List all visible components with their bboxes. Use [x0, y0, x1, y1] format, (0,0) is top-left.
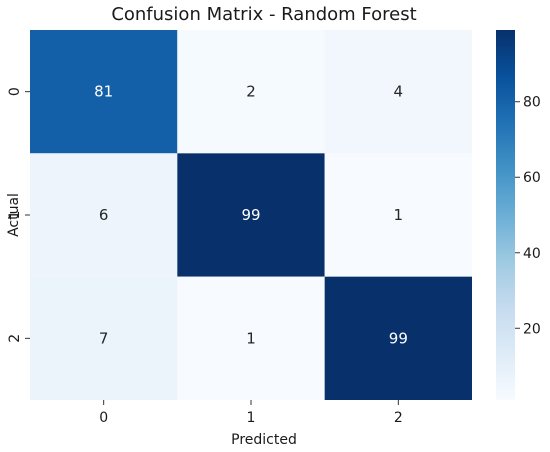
x-axis-ticks: 0 1 2: [99, 400, 403, 426]
heatmap-cell-2-1: [177, 276, 325, 400]
colorbar: [496, 30, 515, 400]
colorbar-tick-label-3: 80: [523, 95, 541, 111]
cell-value-1-2: 1: [394, 206, 404, 224]
cell-value-2-2: 99: [389, 329, 408, 347]
y-axis-ticks: 0 1 2: [7, 87, 30, 343]
heatmap-cell-0-2: [324, 30, 472, 154]
cell-value-2-1: 1: [246, 329, 256, 347]
cell-value-0-1: 2: [246, 83, 256, 101]
chart-title: Confusion Matrix - Random Forest: [111, 4, 416, 25]
heatmap-cell-2-0: [30, 276, 178, 400]
y-tick-label-1: 1: [7, 211, 23, 220]
colorbar-tick-label-1: 40: [523, 246, 541, 262]
colorbar-tick-label-0: 20: [523, 321, 541, 337]
heatmap-cells: 81 2 4 6 99 1 7 1 99: [30, 30, 472, 400]
heatmap-cell-1-0: [30, 153, 178, 277]
y-axis-label: Actual: [6, 193, 22, 237]
x-axis-label: Predicted: [231, 432, 297, 448]
cell-value-0-2: 4: [394, 83, 404, 101]
x-tick-label-0: 0: [99, 410, 108, 426]
cell-value-2-0: 7: [99, 329, 109, 347]
cell-value-1-1: 99: [241, 206, 260, 224]
x-tick-label-2: 2: [394, 410, 403, 426]
y-tick-label-0: 0: [7, 87, 23, 96]
heatmap-cell-2-2: [324, 276, 472, 400]
colorbar-tick-label-2: 60: [523, 170, 541, 186]
cell-value-0-0: 81: [94, 83, 113, 101]
x-tick-label-1: 1: [247, 410, 256, 426]
heatmap-cell-0-0: [30, 30, 178, 154]
heatmap-cell-1-1: [177, 153, 325, 277]
heatmap-cell-0-1: [177, 30, 325, 154]
heatmap-cell-1-2: [324, 153, 472, 277]
cell-value-1-0: 6: [99, 206, 109, 224]
y-tick-label-2: 2: [7, 334, 23, 343]
colorbar-ticks: 20 40 60 80: [515, 95, 541, 337]
